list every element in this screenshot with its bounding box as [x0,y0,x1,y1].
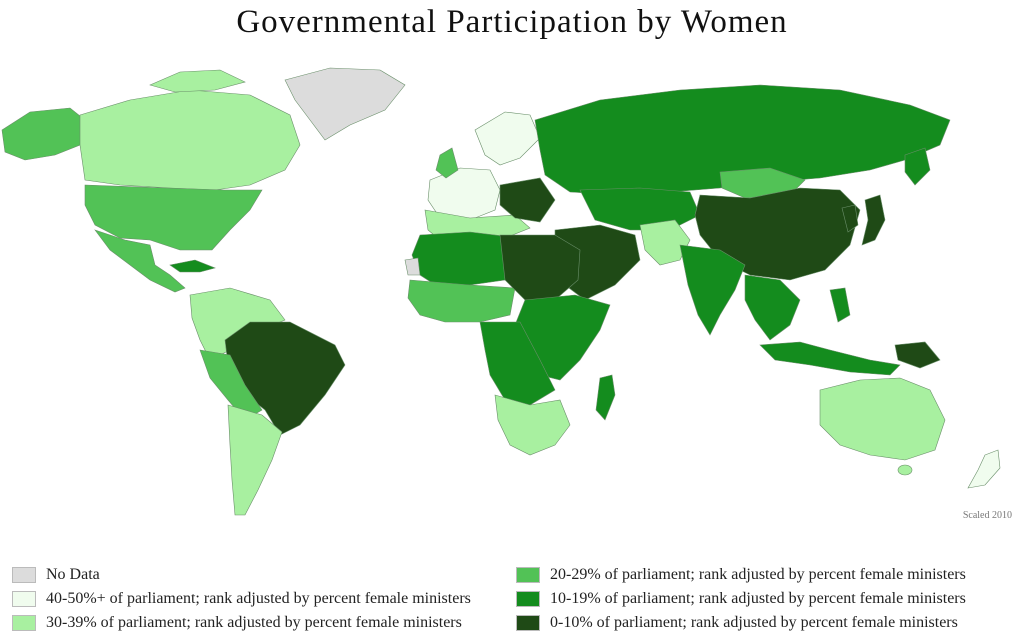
legend-label-20-29: 20-29% of parliament; rank adjusted by p… [550,566,966,583]
region-uk [435,147,459,179]
region-korea [841,204,859,233]
map-title: Governmental Participation by Women [236,4,788,40]
legend-label-no-data: No Data [46,566,100,583]
region-pakistan [639,219,691,266]
legend-item-0-10: 0-10% of parliament; rank adjusted by pe… [516,614,958,632]
region-russia [534,84,951,196]
region-western-europe [427,167,501,221]
region-alaska [1,107,86,161]
credit-text: Scaled 2010 [962,510,1012,521]
legend-swatch-30-39 [12,615,36,631]
region-japan [861,194,886,246]
region-balkans [499,177,556,223]
region-indonesia [759,341,901,376]
region-ne-africa [499,234,581,301]
region-madagascar [595,374,616,421]
world-map [1,67,1001,516]
region-canada [79,89,301,191]
region-arctic-islands [149,69,246,93]
region-china [694,187,861,281]
region-australia [819,377,946,461]
region-scandinavia [474,111,541,166]
legend-label-0-10: 0-10% of parliament; rank adjusted by pe… [550,614,958,631]
region-india [679,244,746,336]
legend: No Data 40-50%+ of parliament; rank adju… [0,564,1024,632]
region-central-asia [579,187,701,231]
legend-swatch-no-data [12,567,36,583]
legend-item-10-19: 10-19% of parliament; rank adjusted by p… [516,590,966,608]
legend-swatch-0-10 [516,615,540,631]
legend-item-no-data: No Data [12,566,100,584]
region-philippines [829,287,851,323]
region-southern-africa [494,394,571,456]
region-western-sahara [404,257,421,276]
region-kamchatka [904,147,931,186]
legend-item-20-29: 20-29% of parliament; rank adjusted by p… [516,566,966,584]
region-greenland [284,67,406,141]
region-tasmania [897,464,913,476]
legend-swatch-20-29 [516,567,540,583]
region-west-africa [407,279,516,323]
region-usa [84,184,263,251]
legend-swatch-10-19 [516,591,540,607]
region-png [894,341,941,369]
region-southern-cone [227,404,283,516]
region-caribbean [169,259,216,273]
legend-label-10-19: 10-19% of parliament; rank adjusted by p… [550,590,966,607]
legend-swatch-40-50 [12,591,36,607]
region-new-zealand [967,449,1001,489]
legend-label-30-39: 30-39% of parliament; rank adjusted by p… [46,614,462,631]
legend-label-40-50: 40-50%+ of parliament; rank adjusted by … [46,590,471,607]
legend-item-40-50: 40-50%+ of parliament; rank adjusted by … [12,590,471,608]
legend-item-30-39: 30-39% of parliament; rank adjusted by p… [12,614,462,632]
region-southeast-asia [744,274,801,341]
region-mexico [94,229,186,293]
